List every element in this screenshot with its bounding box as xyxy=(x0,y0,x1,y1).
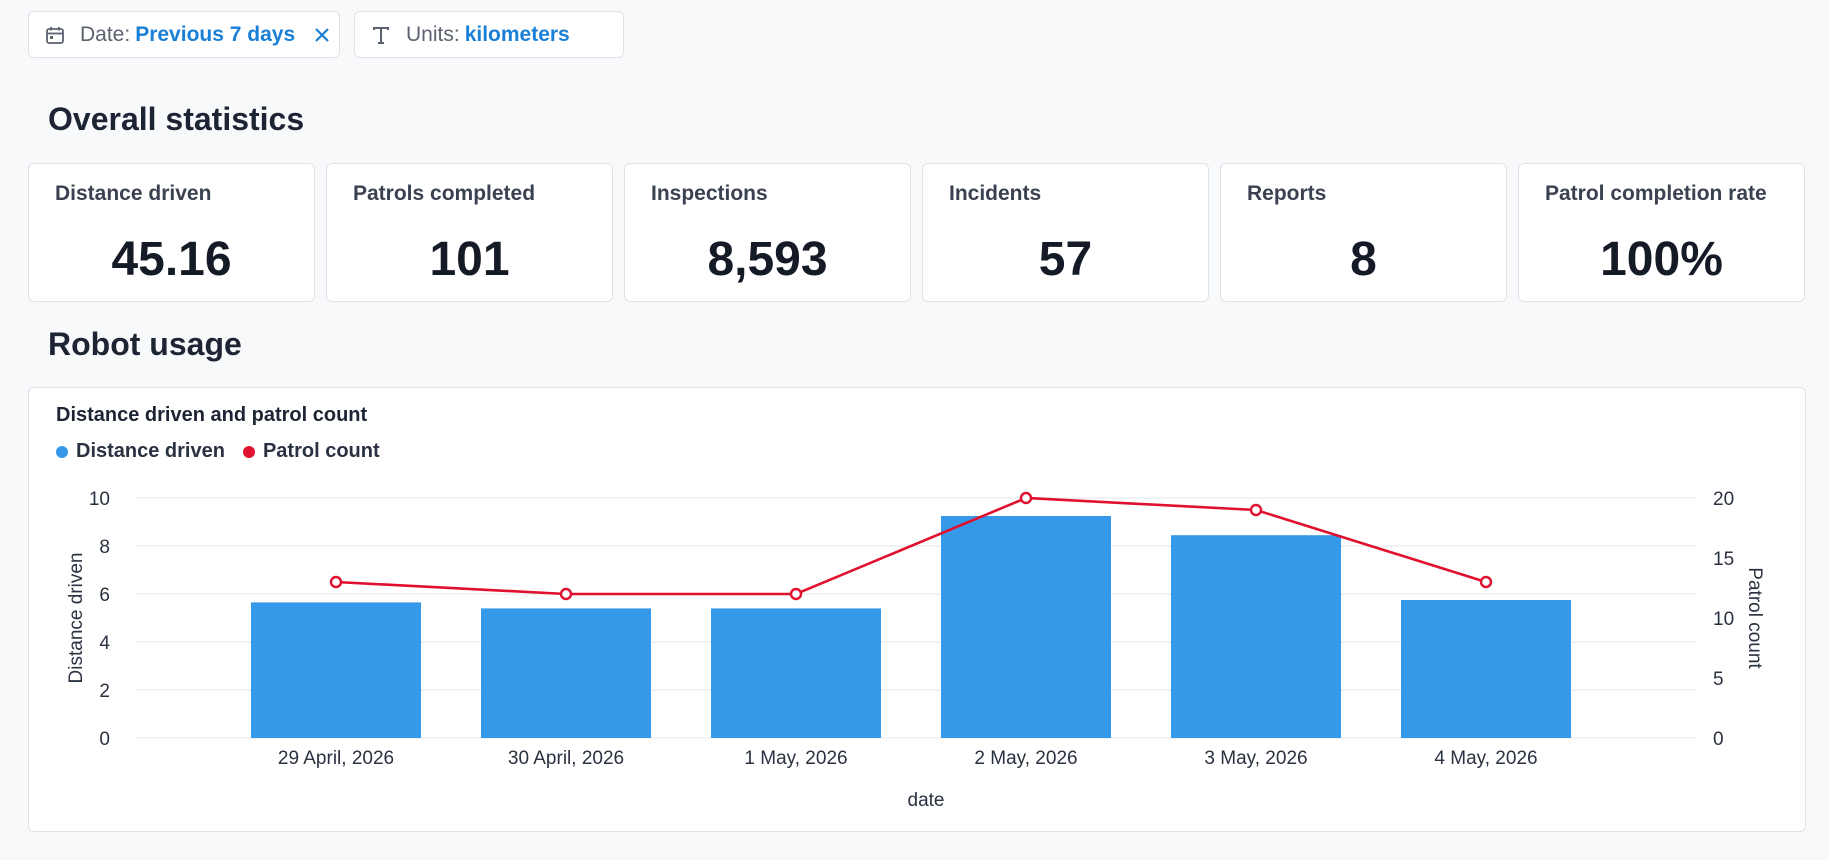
patrol-count-point xyxy=(1249,503,1263,517)
stat-value: 57 xyxy=(1038,233,1093,286)
units-filter[interactable]: Units: kilometers xyxy=(354,11,624,58)
legend-label-patrol: Patrol count xyxy=(262,440,380,462)
bar xyxy=(941,516,1111,738)
y2-tick-label: 0 xyxy=(1713,729,1724,750)
stat-value: 100% xyxy=(1600,233,1723,286)
patrol-count-point xyxy=(1479,575,1493,589)
robot-usage-chart-card: Distance driven and patrol count Distanc… xyxy=(28,387,1806,832)
y2-axis-label: Patrol count xyxy=(1744,567,1765,669)
stat-value: 8,593 xyxy=(707,233,828,286)
y-tick-label: 0 xyxy=(99,729,110,750)
stat-card-patrol-completion-rate: Patrol completion rate 100% xyxy=(1518,163,1805,302)
stat-card-inspections: Inspections 8,593 xyxy=(624,163,911,302)
stat-card-distance-driven: Distance driven 45.16 xyxy=(28,163,315,302)
stat-label: Reports xyxy=(1247,182,1327,205)
calendar-icon xyxy=(44,24,66,46)
x-tick-label: 3 May, 2026 xyxy=(1204,748,1307,769)
x-tick-label: 30 April, 2026 xyxy=(508,748,624,769)
combo-chart: 0 2 4 6 8 10 0 5 10 15 20 29 April, 2026 30 April, 2… xyxy=(66,489,1765,811)
stat-value: 45.16 xyxy=(111,233,232,286)
stat-card-incidents: Incidents 57 xyxy=(922,163,1209,302)
overall-statistics-heading: Overall statistics xyxy=(48,101,305,137)
stat-card-reports: Reports 8 xyxy=(1220,163,1507,302)
patrol-count-line xyxy=(335,496,1487,596)
stat-label: Patrols completed xyxy=(353,182,536,205)
patrol-count-point xyxy=(329,575,343,589)
y-tick-label: 2 xyxy=(99,681,110,702)
x-tick-label: 4 May, 2026 xyxy=(1434,748,1537,769)
x-tick-label: 29 April, 2026 xyxy=(278,748,394,769)
robot-usage-heading: Robot usage xyxy=(48,326,242,362)
bar xyxy=(1401,600,1571,738)
date-filter-value: Previous 7 days xyxy=(135,22,296,46)
x-tick-label: 2 May, 2026 xyxy=(974,748,1077,769)
chart-legend: Distance driven Patrol count xyxy=(56,440,398,463)
bar xyxy=(251,602,421,738)
date-filter-label: Date: xyxy=(80,22,131,46)
x-axis-label: date xyxy=(908,790,945,811)
y-axis-label: Distance driven xyxy=(66,553,87,684)
y-tick-label: 4 xyxy=(99,633,110,654)
stat-label: Patrol completion rate xyxy=(1545,182,1767,205)
bar xyxy=(1171,535,1341,738)
patrol-count-point xyxy=(789,587,803,601)
bar xyxy=(711,608,881,738)
y2-tick-label: 20 xyxy=(1713,489,1734,510)
patrol-count-point xyxy=(1019,491,1033,505)
stat-label: Inspections xyxy=(651,182,768,205)
x-tick-label: 1 May, 2026 xyxy=(744,748,847,769)
legend-item-patrol[interactable]: Patrol count xyxy=(242,440,380,463)
legend-label-distance: Distance driven xyxy=(76,440,225,462)
bar xyxy=(481,608,651,738)
date-filter[interactable]: Date: Previous 7 days xyxy=(28,11,340,58)
legend-item-distance[interactable]: Distance driven xyxy=(56,440,225,463)
stat-value: 8 xyxy=(1350,233,1377,286)
y2-tick-label: 10 xyxy=(1713,609,1734,630)
units-filter-label: Units: xyxy=(406,22,460,46)
y-tick-label: 10 xyxy=(89,489,110,510)
legend-dot-distance xyxy=(56,445,68,458)
stat-label: Incidents xyxy=(949,182,1042,205)
units-filter-value: kilometers xyxy=(464,22,570,46)
stat-label: Distance driven xyxy=(55,182,212,205)
y2-tick-label: 15 xyxy=(1713,549,1734,570)
clear-date-filter-icon[interactable] xyxy=(311,24,333,46)
y-tick-label: 6 xyxy=(99,585,110,606)
y-tick-label: 8 xyxy=(99,537,110,558)
chart-title: Distance driven and patrol count xyxy=(56,404,368,426)
patrol-count-point xyxy=(559,587,573,601)
text-icon xyxy=(370,24,392,46)
y2-tick-label: 5 xyxy=(1713,669,1724,690)
stat-value: 101 xyxy=(429,233,510,286)
stat-card-patrols-completed: Patrols completed 101 xyxy=(326,163,613,302)
legend-dot-patrol xyxy=(242,445,255,458)
